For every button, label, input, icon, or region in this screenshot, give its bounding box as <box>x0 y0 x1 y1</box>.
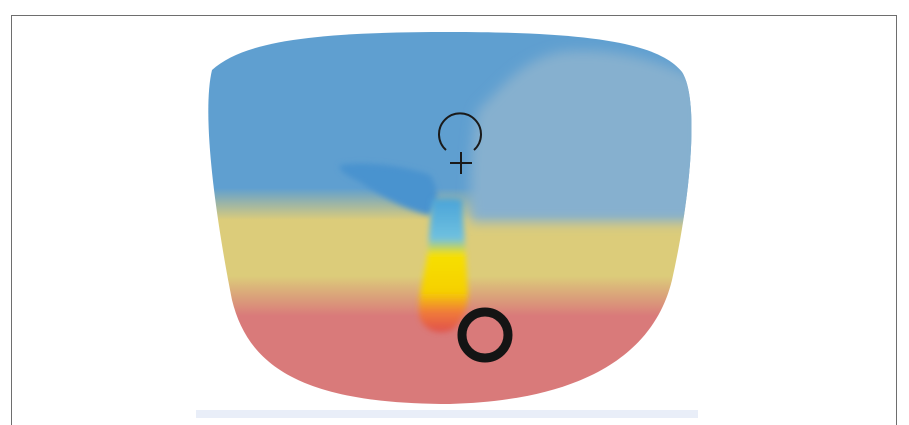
near-reference-circle-icon <box>457 307 513 363</box>
bottom-strip <box>196 410 698 418</box>
distance-zone-light <box>470 50 692 222</box>
corridor-highlight <box>419 198 468 333</box>
distance-zone-dark <box>339 163 437 215</box>
distance-reference-arc-icon <box>438 112 482 151</box>
lens-shape <box>208 32 692 404</box>
fitting-cross-icon <box>450 152 472 174</box>
